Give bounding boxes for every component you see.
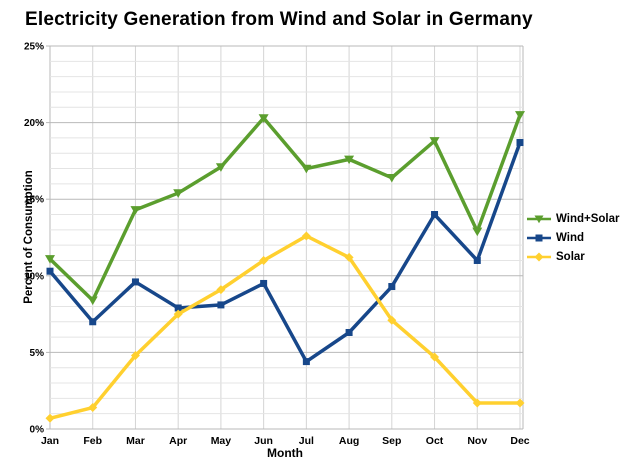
x-tick-label-aug: Aug (339, 435, 359, 447)
marker-square (260, 279, 268, 287)
x-tick-label-dec: Dec (510, 435, 529, 447)
series-line-solar (49, 233, 520, 420)
marker-triangle-down (215, 163, 226, 172)
legend-item-solar: Solar (527, 247, 619, 266)
marker-triangle-down (301, 164, 312, 174)
marker-diamond (173, 309, 183, 319)
legend-swatch-triangle-down-icon (527, 215, 551, 223)
legend: Wind+Solar Wind Solar (527, 209, 619, 266)
marker-square (431, 211, 439, 219)
marker-triangle-down (515, 111, 525, 120)
legend-swatch-diamond-icon (527, 252, 551, 261)
marker-diamond (88, 403, 98, 413)
marker-triangle-down (87, 296, 98, 306)
series-line-wind (48, 141, 522, 365)
series-line-wind-solar (48, 114, 522, 304)
x-tick-label-jun: Jun (254, 435, 273, 447)
marker-triangle-down (344, 155, 355, 165)
y-tick-label: 15% (24, 195, 44, 206)
x-tick-label-sep: Sep (382, 435, 401, 447)
y-tick-label: 10% (24, 271, 44, 282)
x-tick-label-apr: Apr (169, 435, 187, 447)
legend-label-wind: Wind (556, 231, 584, 244)
series-solar (45, 231, 525, 423)
marker-square (46, 267, 54, 275)
legend-marker-triangle-down-icon (534, 215, 544, 223)
marker-triangle-down (258, 114, 269, 123)
x-tick-label-jul: Jul (299, 435, 314, 447)
marker-triangle-down (429, 137, 440, 146)
marker-square (302, 358, 310, 366)
marker-triangle-down (386, 173, 397, 183)
marker-square (473, 256, 481, 264)
y-tick-label: 20% (24, 118, 44, 129)
y-tick-label: 25% (24, 42, 44, 53)
marker-triangle-down (130, 206, 141, 215)
marker-diamond (430, 352, 440, 362)
marker-square (217, 301, 225, 309)
marker-square (388, 283, 396, 291)
marker-diamond (216, 285, 226, 295)
legend-marker-square-icon (535, 234, 543, 241)
y-tick-label: 5% (30, 348, 45, 359)
legend-swatch-square-icon (527, 234, 551, 241)
series-wind (46, 139, 524, 366)
marker-square (345, 328, 353, 336)
marker-square (131, 278, 139, 286)
marker-triangle-down (173, 189, 184, 198)
x-tick-label-mar: Mar (126, 435, 145, 447)
marker-square (89, 318, 97, 326)
legend-label-solar: Solar (556, 250, 585, 263)
legend-marker-diamond-icon (534, 252, 544, 261)
x-tick-label-may: May (211, 435, 232, 447)
x-tick-label-feb: Feb (83, 435, 102, 447)
legend-item-wind: Wind (527, 228, 619, 247)
marker-diamond (130, 350, 140, 360)
x-tick-label-nov: Nov (467, 435, 487, 447)
marker-diamond (472, 398, 482, 408)
marker-diamond (259, 255, 269, 265)
y-tick-label: 0% (30, 425, 45, 436)
marker-diamond (301, 231, 311, 241)
marker-diamond (45, 413, 55, 423)
series-wind-solar (45, 111, 525, 306)
x-tick-label-oct: Oct (426, 435, 444, 447)
legend-label-wind-solar: Wind+Solar (556, 212, 620, 225)
marker-square (174, 304, 182, 312)
marker-diamond (515, 398, 525, 408)
marker-diamond (344, 252, 354, 262)
marker-diamond (387, 315, 397, 325)
marker-triangle-down (472, 227, 483, 237)
y-axis-title: Percent of Consumption (23, 170, 35, 304)
marker-square (516, 139, 524, 147)
chart-title: Electricity Generation from Wind and Sol… (25, 9, 533, 30)
marker-triangle-down (45, 255, 55, 264)
x-tick-label-jan: Jan (41, 435, 59, 447)
legend-item-wind-solar: Wind+Solar (527, 209, 619, 228)
x-axis-title: Month (267, 446, 303, 460)
